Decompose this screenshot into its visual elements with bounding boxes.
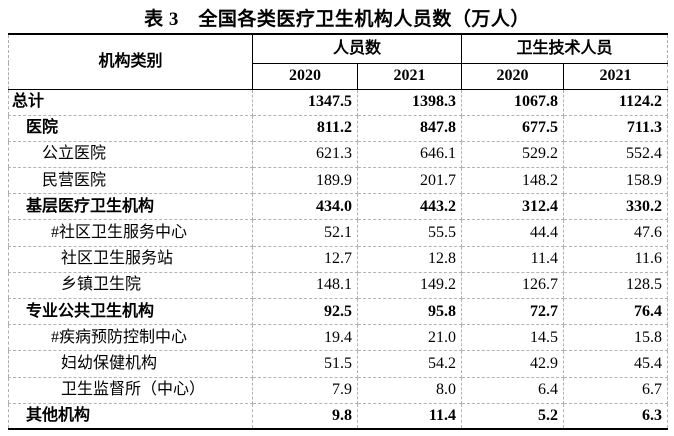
value-personnel-2020: 12.7	[252, 246, 358, 273]
table-row: 乡镇卫生院 148.1 149.2 126.7 128.5	[8, 272, 669, 300]
table-header: 机构类别 人员数 卫生技术人员 2020 2021 2020 2021	[8, 33, 669, 90]
row-label: 基层医疗卫生机构	[8, 193, 253, 221]
value-personnel-2020: 811.2	[252, 115, 358, 142]
table-row: 民营医院 189.9 201.7 148.2 158.9	[8, 167, 669, 195]
value-healthtech-2021: 6.7	[563, 377, 669, 404]
value-healthtech-2020: 1067.8	[461, 89, 565, 116]
value-healthtech-2021: 11.6	[563, 246, 669, 273]
value-healthtech-2021: 552.4	[563, 141, 669, 169]
value-healthtech-2020: 529.2	[461, 141, 565, 169]
row-label: 医院	[8, 115, 253, 142]
statistics-table: 机构类别 人员数 卫生技术人员 2020 2021 2020 2021 总计 1…	[8, 33, 669, 431]
row-label: 民营医院	[8, 167, 253, 195]
value-healthtech-2021: 1124.2	[563, 89, 669, 116]
row-label: #社区卫生服务中心	[8, 219, 253, 247]
table-row: 专业公共卫生机构 92.5 95.8 72.7 76.4	[8, 298, 669, 326]
value-personnel-2020: 51.5	[252, 350, 358, 378]
table-row: 医院 811.2 847.8 677.5 711.3	[8, 115, 669, 142]
value-healthtech-2020: 677.5	[461, 115, 565, 142]
header-group-personnel-count: 人员数	[251, 33, 463, 64]
row-label: 其他机构	[8, 403, 253, 430]
row-label: 社区卫生服务站	[8, 246, 253, 273]
value-healthtech-2020: 42.9	[461, 350, 565, 378]
table-title: 表 3 全国各类医疗卫生机构人员数（万人）	[144, 9, 530, 30]
value-personnel-2020: 621.3	[252, 141, 358, 169]
value-personnel-2020: 1347.5	[252, 89, 358, 116]
value-personnel-2021: 55.5	[357, 219, 463, 247]
table-body: 总计 1347.5 1398.3 1067.8 1124.2 医院 811.2 …	[8, 89, 669, 430]
value-personnel-2021: 95.8	[357, 298, 463, 326]
table-row: 社区卫生服务站 12.7 12.8 11.4 11.6	[8, 246, 669, 273]
value-personnel-2020: 19.4	[252, 324, 358, 352]
value-personnel-2020: 189.9	[252, 167, 358, 195]
value-healthtech-2020: 312.4	[461, 193, 565, 221]
value-healthtech-2020: 44.4	[461, 219, 565, 247]
table-row: 总计 1347.5 1398.3 1067.8 1124.2	[8, 89, 669, 116]
value-personnel-2021: 646.1	[357, 141, 463, 169]
value-healthtech-2021: 76.4	[563, 298, 669, 326]
value-healthtech-2021: 711.3	[563, 115, 669, 142]
value-healthtech-2021: 330.2	[563, 193, 669, 221]
value-personnel-2021: 443.2	[357, 193, 463, 221]
value-personnel-2021: 11.4	[357, 403, 463, 430]
value-healthtech-2020: 148.2	[461, 167, 565, 195]
table-row: #社区卫生服务中心 52.1 55.5 44.4 47.6	[8, 219, 669, 247]
table-row: 其他机构 9.8 11.4 5.2 6.3	[8, 403, 669, 430]
value-personnel-2021: 1398.3	[357, 89, 463, 116]
value-personnel-2021: 21.0	[357, 324, 463, 352]
value-healthtech-2020: 11.4	[461, 246, 565, 273]
value-healthtech-2020: 72.7	[461, 298, 565, 326]
header-year-personnel-2020: 2020	[252, 62, 358, 90]
value-healthtech-2021: 45.4	[563, 350, 669, 378]
value-healthtech-2021: 47.6	[563, 219, 669, 247]
value-personnel-2020: 52.1	[252, 219, 358, 247]
value-personnel-2020: 92.5	[252, 298, 358, 326]
table-row: 妇幼保健机构 51.5 54.2 42.9 45.4	[8, 350, 669, 378]
value-healthtech-2020: 126.7	[461, 272, 565, 300]
row-label: 总计	[8, 89, 253, 116]
value-personnel-2020: 434.0	[252, 193, 358, 221]
header-year-healthtech-2020: 2020	[461, 62, 565, 90]
row-label: 乡镇卫生院	[8, 272, 253, 300]
table-row: 基层医疗卫生机构 434.0 443.2 312.4 330.2	[8, 193, 669, 221]
header-year-healthtech-2021: 2021	[563, 62, 669, 90]
header-institution-category: 机构类别	[8, 33, 253, 90]
value-personnel-2021: 54.2	[357, 350, 463, 378]
row-label: 妇幼保健机构	[8, 350, 253, 378]
table-row: 卫生监督所（中心） 7.9 8.0 6.4 6.7	[8, 377, 669, 404]
table-row: #疾病预防控制中心 19.4 21.0 14.5 15.8	[8, 324, 669, 352]
header-group-health-technical-personnel: 卫生技术人员	[461, 33, 669, 64]
value-personnel-2020: 9.8	[252, 403, 358, 430]
row-label: 专业公共卫生机构	[8, 298, 253, 326]
value-personnel-2020: 148.1	[252, 272, 358, 300]
value-healthtech-2021: 15.8	[563, 324, 669, 352]
row-label: #疾病预防控制中心	[8, 324, 253, 352]
value-healthtech-2021: 6.3	[563, 403, 669, 430]
row-label: 卫生监督所（中心）	[8, 377, 253, 404]
value-healthtech-2021: 158.9	[563, 167, 669, 195]
value-healthtech-2020: 6.4	[461, 377, 565, 404]
value-personnel-2021: 201.7	[357, 167, 463, 195]
row-label: 公立医院	[8, 141, 253, 169]
value-personnel-2021: 149.2	[357, 272, 463, 300]
value-personnel-2021: 12.8	[357, 246, 463, 273]
value-healthtech-2021: 128.5	[563, 272, 669, 300]
header-year-personnel-2021: 2021	[356, 62, 463, 90]
value-healthtech-2020: 5.2	[461, 403, 565, 430]
value-personnel-2021: 8.0	[357, 377, 463, 404]
value-healthtech-2020: 14.5	[461, 324, 565, 352]
table-row: 公立医院 621.3 646.1 529.2 552.4	[8, 141, 669, 169]
value-personnel-2020: 7.9	[252, 377, 358, 404]
value-personnel-2021: 847.8	[357, 115, 463, 142]
